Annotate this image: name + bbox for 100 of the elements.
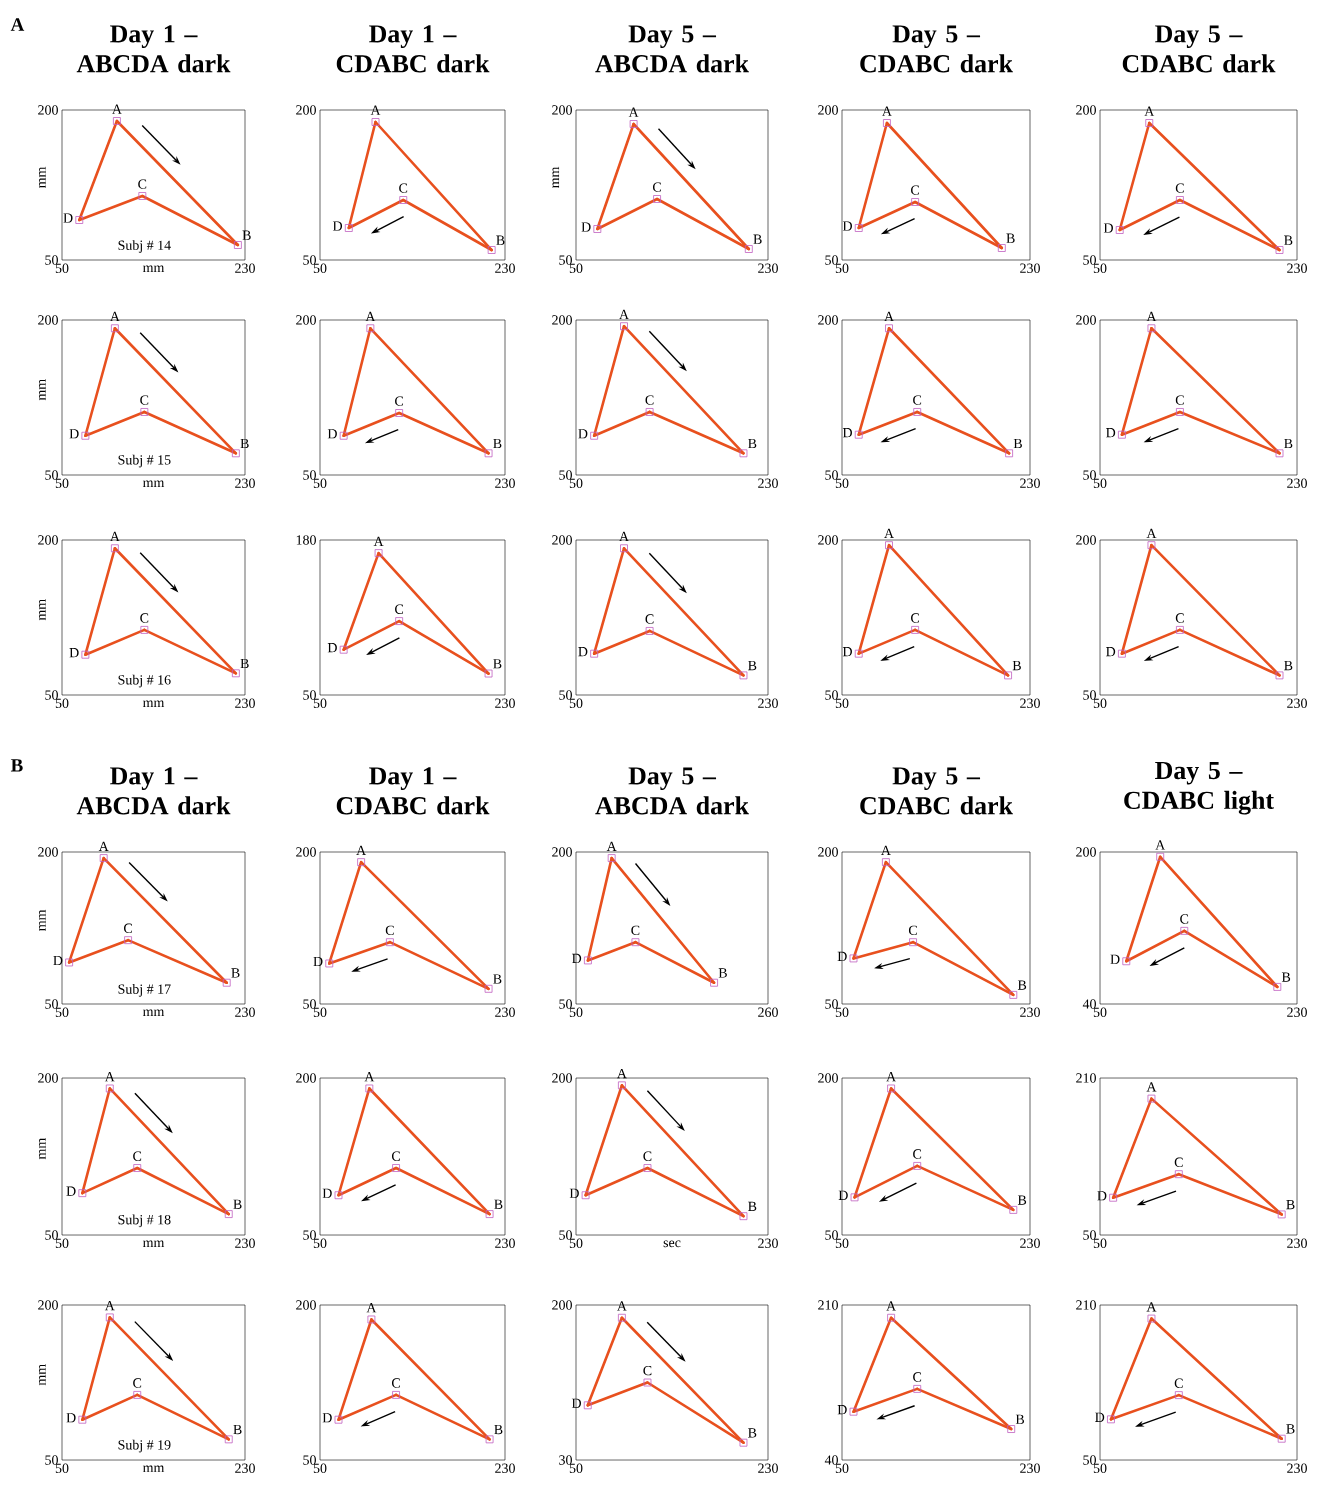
x-tick-label: 230 — [495, 263, 515, 273]
annotation: A — [628, 107, 639, 117]
annotation: C — [391, 1151, 400, 1161]
annotation: C — [1180, 914, 1189, 924]
y-tick-label: 50 — [559, 255, 572, 265]
y-tick-label: 50 — [45, 999, 58, 1009]
annotation: A — [98, 841, 109, 851]
y-tick-label: 200 — [1076, 105, 1096, 115]
chart-title: Day 1 – ABCDA dark — [76, 767, 231, 815]
annotation: B — [1012, 660, 1021, 671]
x-tick-label: 50 — [55, 1007, 69, 1017]
y-tick-label: 50 — [825, 690, 838, 700]
y-tick-label: 210 — [1076, 1300, 1096, 1310]
annotation: B — [493, 974, 502, 984]
annotation: D — [842, 428, 852, 438]
annotation: D — [581, 222, 591, 232]
annotation: C — [911, 613, 919, 623]
annotation: C — [140, 395, 149, 405]
y-tick-label: 200 — [1076, 535, 1096, 545]
x-tick-label: 50 — [1093, 478, 1107, 488]
x-tick-label: 230 — [1020, 1007, 1040, 1017]
y-tick-label: 200 — [296, 315, 316, 325]
annotation: D — [63, 213, 73, 223]
y-axis-title: mm — [39, 379, 46, 401]
x-tick-label: 230 — [495, 1463, 515, 1473]
x-tick-label: 50 — [835, 698, 849, 708]
annotation: C — [1175, 183, 1184, 193]
annotation: C — [391, 1378, 400, 1388]
annotation: B — [493, 438, 502, 449]
y-tick-label: 200 — [818, 535, 838, 545]
annotation: C — [395, 396, 404, 406]
x-tick-label: 230 — [758, 698, 778, 708]
y-tick-label: 200 — [38, 1300, 58, 1310]
annotation: A — [373, 536, 384, 546]
chart-title: Day 5 – CDABC light — [1124, 761, 1274, 815]
x-axis-title: mm — [142, 1009, 165, 1017]
x-tick-label: 230 — [1020, 478, 1040, 488]
chart-title: Day 5 – CDABC dark — [1122, 25, 1276, 73]
x-tick-label: 230 — [1287, 1463, 1307, 1473]
annotation: C — [643, 1365, 652, 1376]
x-tick-label: 50 — [1093, 1463, 1107, 1473]
annotation: C — [1175, 395, 1184, 405]
annotation: Subj # 16 — [118, 674, 171, 688]
y-tick-label: 50 — [559, 470, 572, 480]
x-axis-title: sec — [663, 1240, 681, 1248]
annotation: D — [322, 1188, 332, 1198]
y-tick-label: 200 — [552, 535, 572, 545]
text: B — [10, 759, 23, 772]
annotation: C — [385, 925, 394, 935]
x-tick-label: 230 — [1020, 698, 1040, 708]
annotation: D — [313, 956, 323, 967]
y-tick-label: 200 — [552, 315, 572, 325]
annotation: C — [1174, 1378, 1183, 1388]
x-tick-label: 50 — [1093, 1238, 1107, 1248]
annotation: D — [1097, 1191, 1107, 1201]
x-tick-label: 230 — [1287, 478, 1307, 488]
annotation: A — [104, 1301, 115, 1311]
x-tick-label: 50 — [569, 1007, 583, 1017]
annotation: D — [1106, 647, 1116, 657]
annotation: Subj # 17 — [118, 984, 171, 997]
annotation: B — [494, 1199, 503, 1209]
annotation: A — [886, 1301, 897, 1311]
x-tick-label: 50 — [1093, 263, 1107, 273]
annotation: C — [631, 925, 640, 935]
annotation: C — [913, 1149, 922, 1159]
annotation: D — [571, 1398, 581, 1408]
annotation: A — [1146, 528, 1157, 538]
y-tick-label: 50 — [303, 1455, 316, 1465]
x-tick-label: 230 — [758, 1238, 778, 1248]
y-tick-label: 50 — [559, 690, 572, 700]
annotation: B — [496, 235, 505, 245]
x-tick-label: 50 — [835, 263, 849, 273]
annotation: C — [913, 395, 922, 405]
annotation: D — [837, 951, 847, 961]
y-tick-label: 50 — [45, 1455, 58, 1465]
annotation: C — [1174, 1157, 1183, 1167]
y-tick-label: 50 — [1083, 255, 1096, 265]
annotation: B — [1284, 438, 1293, 449]
y-axis-title: mm — [39, 909, 46, 931]
x-axis-title: mm — [142, 265, 165, 273]
annotation: B — [231, 968, 240, 978]
y-tick-label: 200 — [552, 1073, 572, 1083]
annotation: B — [1017, 980, 1027, 990]
x-tick-label: 50 — [313, 1007, 327, 1017]
annotation: A — [1146, 1302, 1157, 1312]
x-tick-label: 50 — [569, 478, 583, 488]
y-axis-title: mm — [39, 166, 46, 189]
y-tick-label: 180 — [296, 535, 316, 545]
y-tick-label: 200 — [38, 847, 58, 857]
x-tick-label: 230 — [495, 1238, 515, 1248]
annotation: C — [645, 614, 654, 624]
annotation: D — [1095, 1412, 1105, 1422]
y-axis-title: mm — [39, 599, 46, 621]
annotation: D — [1110, 954, 1120, 964]
annotation: C — [140, 613, 149, 623]
annotation: B — [494, 1424, 503, 1435]
annotation: B — [1284, 660, 1293, 671]
annotation: Subj # 15 — [118, 454, 171, 468]
x-tick-label: 50 — [313, 1463, 327, 1473]
x-tick-label: 230 — [758, 478, 778, 488]
